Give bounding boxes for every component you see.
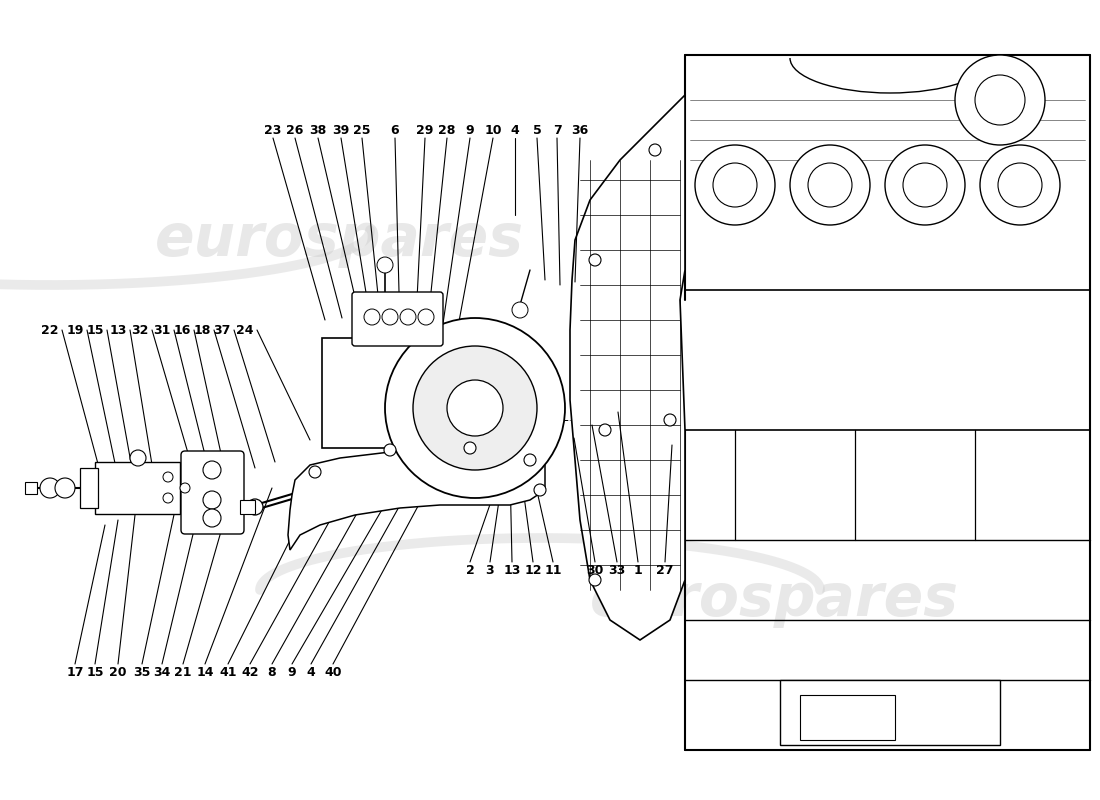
- Text: 12: 12: [525, 563, 541, 577]
- Circle shape: [204, 461, 221, 479]
- Bar: [322, 338, 432, 448]
- Text: 22: 22: [42, 323, 58, 337]
- Circle shape: [40, 478, 60, 498]
- Text: 16: 16: [174, 323, 190, 337]
- Text: 37: 37: [213, 323, 231, 337]
- Circle shape: [695, 145, 776, 225]
- Circle shape: [955, 55, 1045, 145]
- Text: 38: 38: [309, 123, 327, 137]
- Text: 24: 24: [236, 323, 254, 337]
- Text: 9: 9: [465, 123, 474, 137]
- Circle shape: [248, 499, 263, 515]
- Text: 10: 10: [484, 123, 502, 137]
- Circle shape: [447, 380, 503, 436]
- Text: 35: 35: [133, 666, 151, 678]
- Polygon shape: [288, 448, 544, 550]
- Polygon shape: [570, 95, 685, 640]
- Circle shape: [163, 472, 173, 482]
- Circle shape: [975, 75, 1025, 125]
- Text: 34: 34: [153, 666, 170, 678]
- Text: 14: 14: [196, 666, 213, 678]
- Text: 39: 39: [332, 123, 350, 137]
- Circle shape: [664, 414, 676, 426]
- Text: 29: 29: [416, 123, 433, 137]
- Circle shape: [55, 478, 75, 498]
- Circle shape: [903, 163, 947, 207]
- Text: 4: 4: [510, 123, 519, 137]
- Text: 27: 27: [657, 563, 673, 577]
- Text: 4: 4: [307, 666, 316, 678]
- Text: 15: 15: [86, 666, 103, 678]
- Bar: [780, 680, 1000, 745]
- Circle shape: [600, 424, 610, 436]
- Circle shape: [163, 493, 173, 503]
- Circle shape: [382, 309, 398, 325]
- Circle shape: [524, 454, 536, 466]
- Text: 23: 23: [264, 123, 282, 137]
- Circle shape: [412, 346, 537, 470]
- Circle shape: [384, 444, 396, 456]
- Circle shape: [588, 574, 601, 586]
- Text: 15: 15: [86, 323, 103, 337]
- Text: 13: 13: [109, 323, 126, 337]
- Text: 21: 21: [174, 666, 191, 678]
- Circle shape: [790, 145, 870, 225]
- Circle shape: [309, 466, 321, 478]
- Text: 28: 28: [438, 123, 455, 137]
- Text: 5: 5: [532, 123, 541, 137]
- Bar: [80, 468, 98, 508]
- Bar: [240, 500, 255, 514]
- Circle shape: [204, 491, 221, 509]
- Text: 3: 3: [486, 563, 494, 577]
- Bar: [25, 482, 37, 494]
- FancyBboxPatch shape: [352, 292, 443, 346]
- Text: 20: 20: [109, 666, 126, 678]
- Text: 17: 17: [66, 666, 84, 678]
- Circle shape: [418, 309, 434, 325]
- Text: 8: 8: [267, 666, 276, 678]
- Text: 26: 26: [286, 123, 304, 137]
- Text: 31: 31: [153, 323, 170, 337]
- Circle shape: [180, 483, 190, 493]
- Circle shape: [512, 302, 528, 318]
- Circle shape: [713, 163, 757, 207]
- Text: 36: 36: [571, 123, 588, 137]
- Text: 6: 6: [390, 123, 399, 137]
- FancyBboxPatch shape: [182, 451, 244, 534]
- Text: 1: 1: [634, 563, 642, 577]
- Circle shape: [649, 144, 661, 156]
- Circle shape: [980, 145, 1060, 225]
- Circle shape: [204, 509, 221, 527]
- Text: 30: 30: [586, 563, 604, 577]
- Text: 25: 25: [353, 123, 371, 137]
- Circle shape: [808, 163, 852, 207]
- Circle shape: [464, 442, 476, 454]
- Circle shape: [886, 145, 965, 225]
- Circle shape: [364, 309, 380, 325]
- Text: 42: 42: [241, 666, 258, 678]
- Text: 7: 7: [552, 123, 561, 137]
- Text: 41: 41: [219, 666, 236, 678]
- Text: 2: 2: [465, 563, 474, 577]
- Circle shape: [998, 163, 1042, 207]
- Bar: [800, 695, 895, 740]
- Circle shape: [130, 450, 146, 466]
- Circle shape: [588, 254, 601, 266]
- Text: 40: 40: [324, 666, 342, 678]
- Text: 18: 18: [194, 323, 211, 337]
- Text: 19: 19: [66, 323, 84, 337]
- Bar: [95, 462, 180, 514]
- Circle shape: [377, 257, 393, 273]
- Text: 13: 13: [504, 563, 520, 577]
- Text: 32: 32: [131, 323, 149, 337]
- Text: 11: 11: [544, 563, 562, 577]
- Text: eurospares: eurospares: [590, 571, 959, 629]
- Circle shape: [534, 484, 546, 496]
- Text: 33: 33: [608, 563, 626, 577]
- Circle shape: [385, 318, 565, 498]
- Circle shape: [400, 309, 416, 325]
- Text: eurospares: eurospares: [155, 211, 524, 269]
- Text: 9: 9: [288, 666, 296, 678]
